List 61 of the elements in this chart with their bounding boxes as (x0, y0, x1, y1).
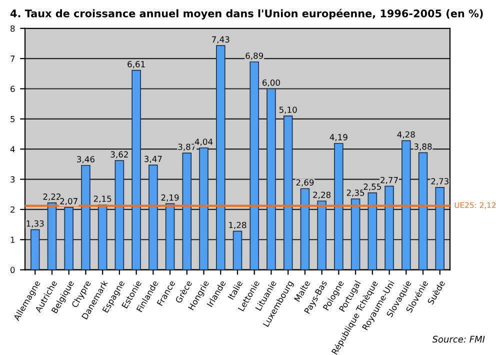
bar (283, 115, 293, 270)
data-label: 4,28 (397, 131, 415, 138)
bar (368, 192, 378, 270)
data-label: 2,55 (364, 184, 381, 191)
y-tick-label: 3 (10, 176, 15, 183)
data-label: 3,62 (110, 151, 128, 158)
data-label: 2,19 (161, 194, 179, 202)
bar (64, 206, 74, 270)
bar (418, 152, 428, 270)
data-label: 2,22 (43, 194, 60, 201)
chart-title: 4. Taux de croissance annuel moyen dans l'Union européenne, 1996-2005 (en %) (10, 8, 483, 20)
data-label: 5,10 (279, 106, 297, 114)
y-tick-label: 0 (10, 266, 15, 274)
bar (300, 188, 310, 270)
data-label: 6,89 (246, 52, 264, 60)
data-label: 2,07 (60, 198, 78, 206)
y-tick-label: 1 (10, 236, 15, 243)
data-label: 3,46 (77, 156, 94, 164)
data-label: 4,19 (330, 134, 348, 142)
bar (98, 204, 108, 270)
data-label: 2,73 (431, 178, 448, 186)
data-label: 3,88 (414, 143, 432, 151)
bar (250, 61, 259, 270)
y-tick-label: 4 (10, 146, 15, 152)
y-tick-label: 2 (10, 206, 14, 213)
data-label: 1,33 (26, 220, 44, 228)
bar (30, 229, 40, 270)
data-label: 2,28 (313, 192, 331, 199)
bar (216, 45, 226, 270)
bar (199, 147, 208, 270)
bar (266, 88, 276, 270)
data-label: 1,28 (229, 222, 246, 230)
data-label: 3,47 (144, 156, 162, 163)
y-tick-label: 5 (10, 116, 15, 122)
bar (232, 230, 242, 270)
data-label: 2,15 (94, 196, 112, 203)
bar (435, 187, 445, 270)
bar (317, 200, 326, 270)
bar (334, 142, 344, 270)
bar (132, 70, 141, 270)
y-tick-label: 6 (10, 86, 15, 92)
data-label: 7,43 (212, 36, 230, 44)
bar (114, 160, 124, 270)
bar (402, 140, 411, 270)
data-label: 2,69 (296, 179, 314, 186)
bar (350, 198, 360, 270)
data-label: 2,35 (346, 190, 364, 197)
y-tick-label: 8 (10, 25, 15, 32)
bar (165, 203, 175, 270)
data-label: 6,61 (128, 61, 145, 68)
data-label: 3,87 (178, 144, 196, 151)
bar (47, 202, 57, 270)
data-label: 6,00 (262, 79, 280, 87)
source-note: Source: FMI (432, 336, 485, 343)
bar (148, 164, 158, 270)
y-tick-label: 7 (10, 56, 15, 62)
bar (384, 186, 394, 270)
data-label: 2,77 (380, 176, 398, 184)
data-label: 4,04 (194, 138, 213, 146)
bar (81, 164, 90, 270)
bar (182, 152, 192, 270)
